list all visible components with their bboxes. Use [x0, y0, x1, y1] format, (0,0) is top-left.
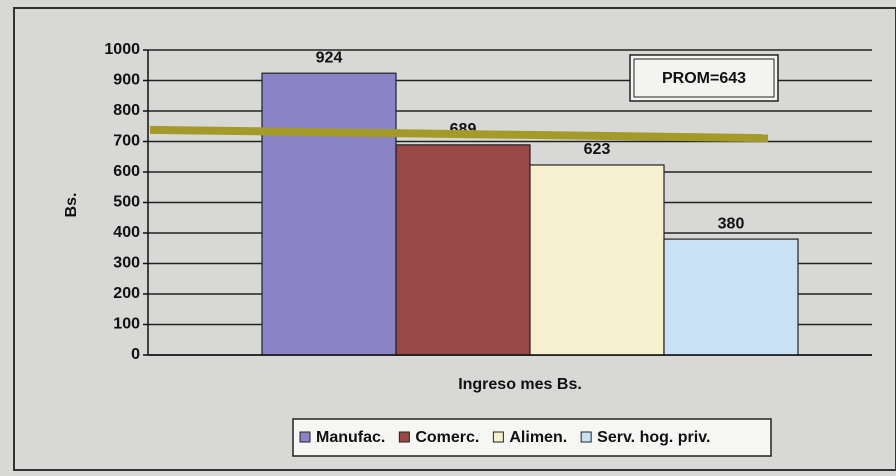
data-label: 623 [584, 141, 611, 158]
legend-swatch [492, 431, 504, 443]
bar [261, 72, 397, 356]
legend-box [292, 418, 772, 457]
y-tick-label: 700 [113, 133, 140, 150]
y-tick-label: 800 [113, 102, 140, 119]
y-tick-label: 900 [113, 72, 140, 89]
legend-swatch [580, 431, 592, 443]
y-tick-label: 100 [113, 316, 140, 333]
y-tick-label: 400 [113, 224, 140, 241]
y-tick-label: 1000 [104, 41, 140, 58]
legend-swatch [299, 431, 311, 443]
y-tick-label: 600 [113, 163, 140, 180]
bar [663, 238, 799, 356]
legend-label: Serv. hog. priv. [597, 429, 710, 446]
y-tick-label: 300 [113, 255, 140, 272]
legend-label: Alimen. [509, 429, 567, 446]
y-tick-label: 0 [131, 346, 140, 363]
reference-line [149, 125, 769, 143]
y-axis-label: Bs. [63, 193, 80, 218]
y-tick-label: 200 [113, 285, 140, 302]
frame [13, 7, 896, 471]
bar [395, 144, 531, 356]
annotation-box-inner [633, 58, 775, 98]
data-label: 380 [718, 215, 745, 232]
bar [529, 164, 665, 356]
data-label: 924 [316, 49, 343, 66]
y-tick-label: 500 [113, 194, 140, 211]
legend: Manufac. Comerc. Alimen. Serv. hog. priv. [299, 429, 710, 446]
x-axis-label: Ingreso mes Bs. [458, 376, 582, 393]
legend-label: Comerc. [415, 429, 479, 446]
legend-label: Manufac. [316, 429, 385, 446]
legend-swatch [398, 431, 410, 443]
annotation: PROM=643 [662, 70, 746, 87]
annotation-box [629, 54, 779, 102]
